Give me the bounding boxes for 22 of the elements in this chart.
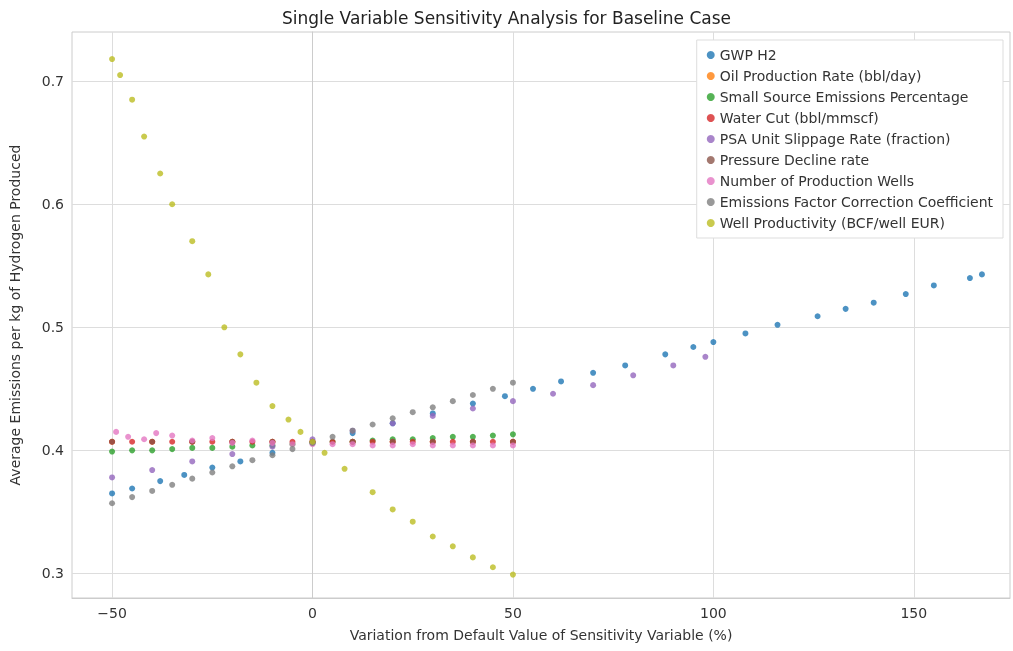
x-tick-label: 100 <box>700 605 727 621</box>
x-tick-label: −50 <box>97 605 127 621</box>
legend-label: Pressure Decline rate <box>719 152 870 168</box>
legend-label: Oil Production Rate (bbl/day) <box>719 68 922 84</box>
legend-label: Small Source Emissions Percentage <box>719 89 969 105</box>
legend-label: GWP H2 <box>719 47 777 63</box>
legend-label: PSA Unit Slippage Rate (fraction) <box>719 131 951 147</box>
x-tick-label: 0 <box>308 605 317 621</box>
x-tick-label: 150 <box>900 605 928 621</box>
legend-label: Emissions Factor Correction Coefficient <box>719 194 994 210</box>
y-tick-label: 0.4 <box>41 442 65 459</box>
legend-label: Water Cut (bbl/mmscf) <box>719 110 879 126</box>
chart-title: Single Variable Sensitivity Analysis for Baseline Case <box>281 7 732 28</box>
y-tick-label: 0.7 <box>41 73 64 90</box>
y-axis-title: Average Emissions per kg of Hydrogen Produced <box>7 144 23 486</box>
x-tick-label: 50 <box>504 605 522 621</box>
y-tick-label: 0.3 <box>41 565 64 582</box>
x-axis-title: Variation from Default Value of Sensitivity Variable (%) <box>349 627 733 643</box>
y-tick-label: 0.5 <box>41 319 64 336</box>
legend-label: Number of Production Wells <box>719 173 915 189</box>
y-tick-label: 0.6 <box>41 196 65 213</box>
legend-label: Well Productivity (BCF/well EUR) <box>719 215 945 231</box>
